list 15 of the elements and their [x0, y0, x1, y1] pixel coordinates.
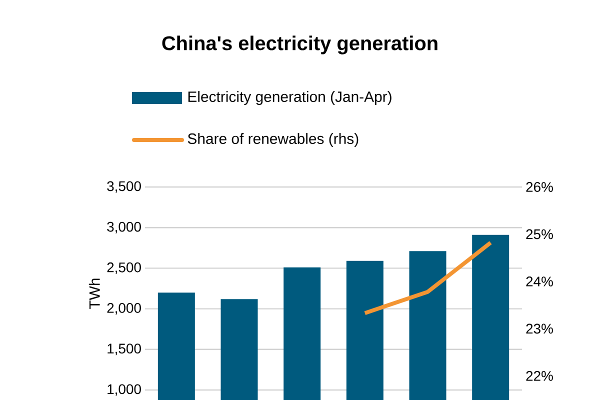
- y-tick-label: 3,000: [107, 222, 141, 234]
- y2-tick-label: 25%: [526, 229, 553, 240]
- y-tick-label: 2,500: [107, 262, 141, 274]
- y2-tick-label: 22%: [526, 370, 553, 381]
- chart-title: China's electricity generation: [162, 36, 438, 54]
- y2-tick-label: 24%: [526, 276, 553, 286]
- y-tick-label: 1,500: [108, 344, 141, 356]
- y-axis-title: TWh: [88, 278, 100, 309]
- y2-tick-label: 23%: [526, 324, 553, 334]
- y-tick-label: 1,000: [108, 384, 141, 396]
- y-tick-label: 3,500: [107, 181, 141, 193]
- y-tick-label: 2,000: [107, 303, 141, 315]
- legend-label: Share of renewables (rhs): [188, 133, 358, 147]
- y2-tick-label: 26%: [526, 182, 553, 192]
- legend-label: Electricity generation (Jan-Apr): [188, 91, 392, 105]
